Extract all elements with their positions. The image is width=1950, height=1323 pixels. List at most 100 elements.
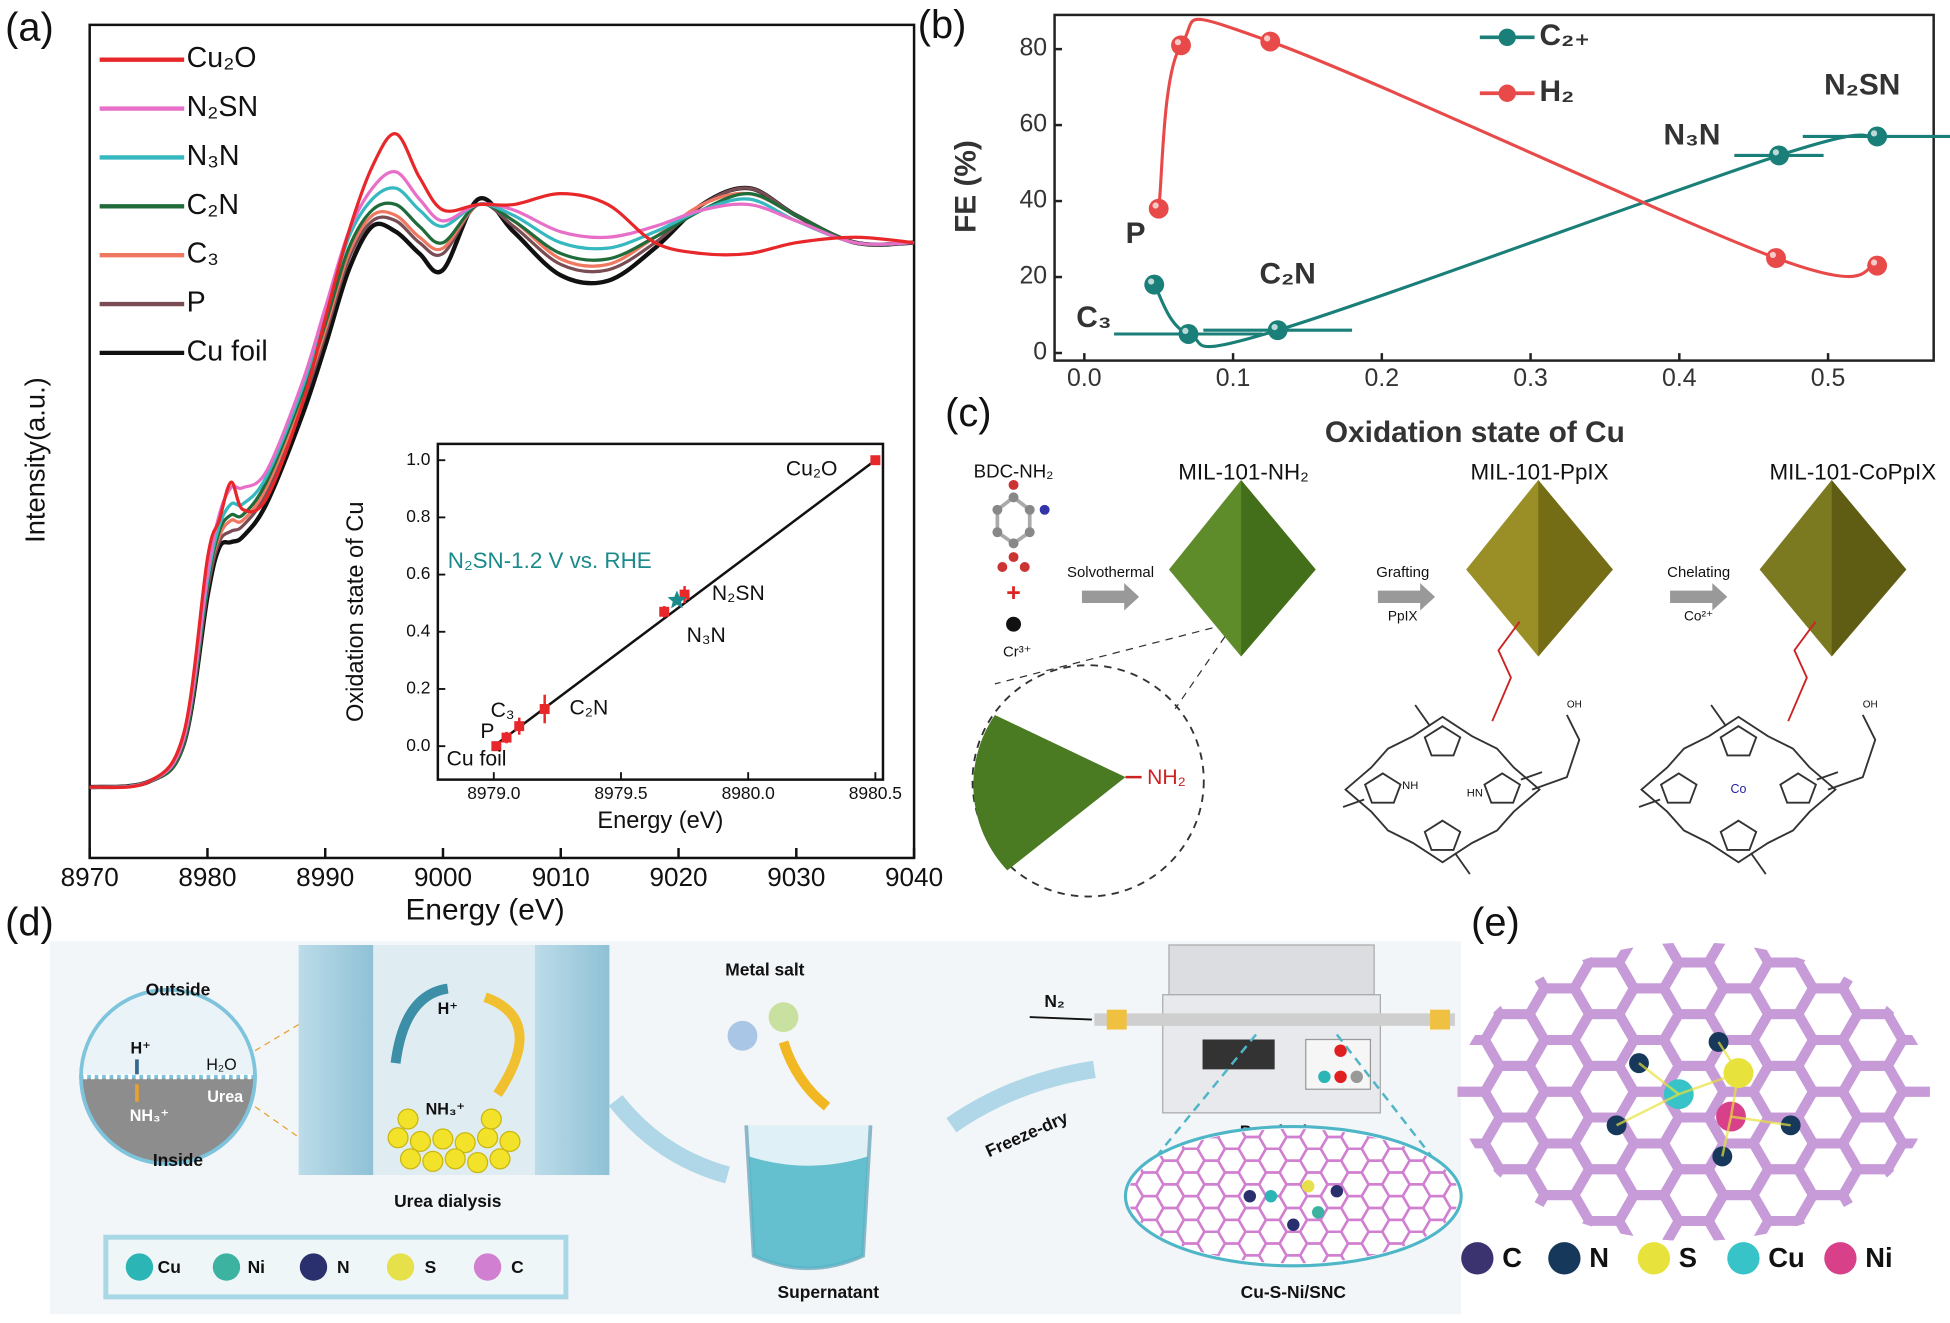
step-label: Grafting xyxy=(1376,564,1429,581)
y-axis-label: Intensity(a.u.) xyxy=(20,377,51,543)
x-tick-label: 8979.5 xyxy=(594,783,647,803)
bond xyxy=(1638,1062,1680,1096)
x-tick-label: 8979.0 xyxy=(467,783,520,803)
x-tick-label: 8980.5 xyxy=(849,783,902,803)
urea-ball xyxy=(422,1150,444,1172)
step-reagent: PpIX xyxy=(1388,608,1418,623)
point xyxy=(1260,31,1281,52)
x-axis-label: Energy (eV) xyxy=(406,893,565,926)
y-tick-label: 80 xyxy=(1019,34,1047,62)
x-tick-label: 9000 xyxy=(414,862,472,892)
acid-chain xyxy=(1531,714,1581,791)
nh-label: HN xyxy=(1467,787,1483,799)
zoom-line xyxy=(1174,636,1226,710)
flow-arrow xyxy=(483,992,525,1097)
point-label: N₃N xyxy=(687,624,726,647)
urea-ball xyxy=(489,1148,511,1170)
x-tick-label: 0.2 xyxy=(1365,364,1400,392)
legend-label: S xyxy=(425,1257,437,1277)
octahedron-face xyxy=(1241,479,1316,657)
linker xyxy=(1787,621,1817,722)
honeycomb xyxy=(1457,942,1930,1241)
point xyxy=(1171,35,1191,56)
atom xyxy=(1311,1206,1325,1219)
hexagon xyxy=(1881,1086,1930,1149)
bond xyxy=(1721,1116,1733,1157)
legend-ball xyxy=(386,1253,415,1281)
point-highlight xyxy=(1870,259,1878,266)
x-tick-label: 0.4 xyxy=(1662,364,1697,392)
panel-label: (c) xyxy=(945,391,991,435)
legend-label: N xyxy=(337,1257,350,1277)
legend-label: C xyxy=(511,1257,524,1277)
point xyxy=(1178,324,1199,344)
atom xyxy=(1008,538,1019,549)
legend-ball xyxy=(1824,1242,1857,1275)
macrocycle xyxy=(1344,715,1541,864)
tube-cap xyxy=(1430,1009,1450,1030)
x-tick-label: 9030 xyxy=(767,862,825,892)
nh-label: NH xyxy=(1402,780,1418,792)
point-highlight xyxy=(1772,149,1779,156)
oh-label: OH xyxy=(1567,700,1582,711)
pyrrole xyxy=(1483,772,1522,804)
drop xyxy=(727,1020,758,1051)
acid-chain xyxy=(1827,714,1877,791)
ion-label: H₂O xyxy=(206,1056,237,1074)
side-chain xyxy=(1520,771,1543,781)
process-arrow xyxy=(1377,583,1436,611)
hexagon xyxy=(1442,1206,1459,1233)
linker xyxy=(1491,621,1521,722)
group-label: NH₂ xyxy=(1147,766,1186,789)
y-axis-label: FE (%) xyxy=(949,140,982,233)
process-arrow xyxy=(1081,583,1140,611)
octahedron-face xyxy=(1538,479,1613,657)
point-label: P xyxy=(1126,217,1146,250)
urea-ball xyxy=(480,1108,502,1130)
point xyxy=(1867,255,1888,276)
point-label: Cu foil xyxy=(447,747,507,770)
y-tick-label: 0.2 xyxy=(406,678,430,698)
legend-ball xyxy=(473,1253,502,1281)
hexagon xyxy=(1837,957,1909,1020)
side-chain xyxy=(1750,852,1767,875)
hexagon xyxy=(1837,1164,1909,1226)
atom xyxy=(992,504,1003,515)
x-axis-label: Energy (eV) xyxy=(597,808,723,834)
hexagon xyxy=(1442,1183,1459,1210)
x-tick-label: 8970 xyxy=(61,862,119,892)
big-arrow xyxy=(946,1060,1096,1133)
legend-label: Ni xyxy=(248,1257,265,1277)
furnace-lid xyxy=(1168,944,1375,996)
atom xyxy=(1024,504,1035,515)
side-chain xyxy=(1414,704,1431,727)
ion-label: H⁺ xyxy=(131,1040,151,1058)
y-tick-label: 0.6 xyxy=(406,563,430,583)
point xyxy=(1144,274,1165,295)
step-label: Solvothermal xyxy=(1067,564,1154,581)
y-tick-label: 40 xyxy=(1019,186,1047,214)
atom xyxy=(1330,1184,1344,1198)
legend-label: Cu₂O xyxy=(187,42,257,74)
point-label: C₂N xyxy=(570,697,609,720)
hexagon xyxy=(1881,1035,1930,1097)
membrane-bottom xyxy=(79,1074,257,1166)
legend-label: N₃N xyxy=(187,140,240,172)
legend-ball xyxy=(125,1253,154,1281)
oh-label: OH xyxy=(1863,700,1878,711)
ion-label: NH₃⁺ xyxy=(130,1107,169,1125)
macrocycle xyxy=(1640,715,1837,864)
button xyxy=(1334,1070,1347,1084)
urea-ball xyxy=(409,1130,432,1153)
point-highlight xyxy=(1870,130,1878,137)
urea-ball xyxy=(432,1128,454,1150)
point-highlight xyxy=(1148,278,1155,285)
urea-ball xyxy=(454,1132,476,1154)
atom xyxy=(1287,1218,1300,1231)
bond xyxy=(1730,1115,1791,1127)
hexagon xyxy=(1464,1196,1491,1220)
liquid xyxy=(748,1156,869,1269)
display xyxy=(1202,1039,1275,1070)
